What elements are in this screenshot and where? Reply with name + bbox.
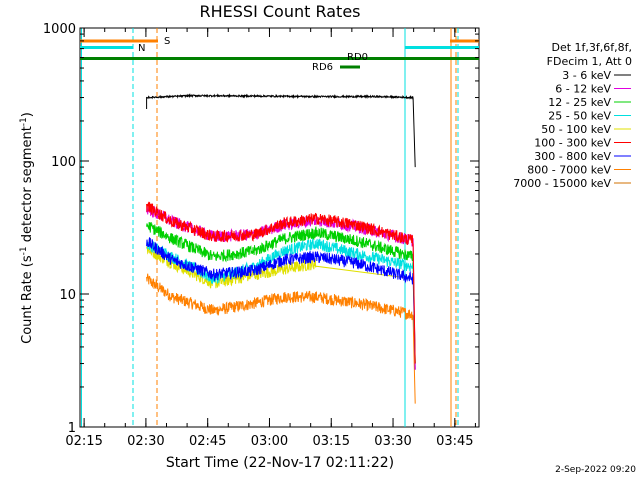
legend-entry-label: 800 - 7000 keV bbox=[527, 164, 611, 177]
legend-entry-label: 25 - 50 keV bbox=[548, 110, 611, 123]
x-tick-label: 03:30 bbox=[374, 434, 411, 449]
y-tick-label: 1000 bbox=[43, 22, 76, 37]
series-group bbox=[146, 93, 416, 404]
y-tick-label: 10 bbox=[59, 288, 76, 303]
y-axis-label: Count Rate (s-1 detector segment-1) bbox=[19, 112, 35, 344]
night-flag-label: N bbox=[138, 43, 145, 54]
y-axis-label-exponent: -1 bbox=[19, 246, 29, 255]
legend-entry-label: 3 - 6 keV bbox=[562, 69, 611, 82]
x-axis-label: Start Time (22-Nov-17 02:11:22) bbox=[166, 455, 394, 471]
series-line bbox=[146, 273, 416, 404]
y-tick-label: 1 bbox=[68, 421, 76, 436]
legend-entry-label: 12 - 25 keV bbox=[548, 96, 611, 109]
x-tick-label: 02:15 bbox=[65, 434, 102, 449]
series-line bbox=[146, 246, 414, 289]
y-axis-label-part: Count Rate (s bbox=[20, 255, 35, 344]
y-axis-label-exponent: -1 bbox=[19, 117, 29, 126]
x-tick-label: 03:15 bbox=[313, 434, 350, 449]
plot-frame bbox=[79, 27, 480, 428]
legend-entry-label: 300 - 800 keV bbox=[534, 150, 611, 163]
chart-title: RHESSI Count Rates bbox=[200, 2, 361, 21]
x-tick-label: 02:30 bbox=[127, 434, 164, 449]
generated-timestamp: 2-Sep-2022 09:20 bbox=[555, 465, 636, 475]
legend-entry-label: 6 - 12 keV bbox=[555, 83, 611, 96]
x-tick-label: 03:45 bbox=[436, 434, 473, 449]
y-axis-label-part: ) bbox=[20, 112, 35, 117]
axis-ticks: 02:15 02:30 02:45 03:00 03:15 03:30 03:45 1 10 10… bbox=[43, 22, 479, 449]
series-line bbox=[146, 221, 416, 364]
decimation-flag-label: RD6 bbox=[312, 62, 333, 73]
decimation-flag-label: RD0 bbox=[347, 52, 368, 63]
y-tick-label: 100 bbox=[51, 155, 76, 170]
legend-entry-label: 100 - 300 keV bbox=[534, 137, 611, 150]
series-line bbox=[146, 201, 416, 364]
y-axis-label-part: detector segment bbox=[20, 126, 35, 246]
reference-lines: S N RD0 RD6 bbox=[80, 28, 479, 427]
legend-entry-label: 7000 - 15000 keV bbox=[513, 177, 611, 190]
legend-header-line: Det 1f,3f,6f,8f, bbox=[551, 41, 632, 54]
series-line bbox=[146, 237, 416, 370]
x-tick-label: 03:00 bbox=[251, 434, 288, 449]
saa-flag-label: S bbox=[164, 36, 170, 47]
legend-entry-label: 50 - 100 keV bbox=[541, 123, 611, 136]
legend: Det 1f,3f,6f,8f, FDecim 1, Att 0 3 - 6 k… bbox=[513, 41, 632, 190]
x-tick-label: 02:45 bbox=[189, 434, 226, 449]
legend-header-line: FDecim 1, Att 0 bbox=[547, 55, 632, 68]
series-line bbox=[146, 93, 416, 168]
